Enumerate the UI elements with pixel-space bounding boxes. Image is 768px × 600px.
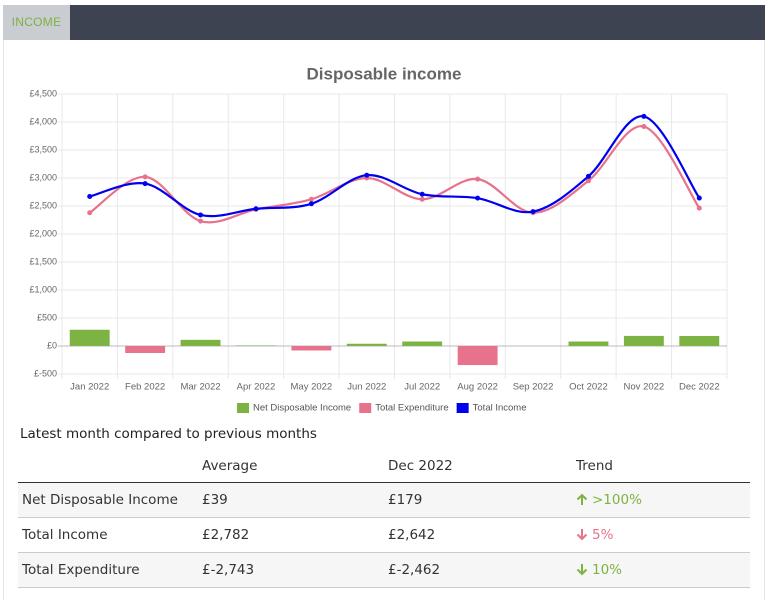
cell: Total Income — [18, 517, 198, 553]
x-tick-label: Jul 2022 — [404, 382, 440, 393]
point — [419, 196, 425, 202]
point — [530, 209, 536, 215]
row: Total Expenditure £-2,743 £-2,462 10% — [18, 552, 750, 588]
cell: £2,642 — [384, 517, 572, 553]
trend: >100% — [592, 492, 642, 508]
bar — [568, 341, 609, 346]
point — [696, 205, 702, 211]
legend: Net Disposable Income Total Expenditure To… — [237, 403, 527, 414]
card — [3, 40, 765, 600]
x-tick-label: Sep 2022 — [513, 382, 554, 393]
down-arrow — [576, 564, 588, 576]
top-bar: INCOME — [3, 5, 765, 40]
header-row: Average Dec 2022 Trend — [18, 449, 750, 483]
legend-swatch — [456, 403, 469, 413]
x-tick-label: Oct 2022 — [569, 382, 608, 393]
bar — [69, 329, 110, 346]
point — [364, 172, 370, 178]
bar — [679, 335, 720, 346]
y-tick-label: £2,500 — [29, 200, 57, 210]
bar — [623, 335, 664, 346]
bar — [457, 346, 498, 366]
point — [308, 196, 314, 202]
row: Net Disposable Income £39 £179 >100% — [18, 482, 750, 518]
income-tab[interactable]: INCOME — [3, 5, 70, 40]
header-cell: Average — [198, 449, 384, 483]
y-tick-label: £4,500 — [29, 88, 57, 98]
x-tick-label: Apr 2022 — [237, 382, 276, 393]
cell: £179 — [384, 482, 572, 518]
cell: £39 — [198, 482, 384, 518]
point — [475, 176, 481, 182]
point — [475, 195, 481, 201]
x-tick-label: Mar 2022 — [180, 382, 220, 393]
x-tick-label: Aug 2022 — [457, 382, 498, 393]
legend-swatch — [359, 403, 372, 413]
y-tick-label: £2,000 — [29, 228, 57, 238]
cell: £2,782 — [198, 517, 384, 553]
point — [641, 113, 647, 119]
header-cell: Trend — [572, 449, 750, 483]
point — [87, 210, 93, 216]
bar — [236, 345, 276, 346]
legend-label: Total Income — [473, 403, 527, 414]
point — [253, 206, 259, 212]
x-tick-label: Feb 2022 — [125, 382, 165, 393]
x-tick-label: Dec 2022 — [679, 382, 720, 393]
point — [198, 212, 204, 218]
point — [585, 178, 591, 184]
grid — [58, 93, 728, 379]
bar — [291, 346, 332, 351]
trend-cell: 5% — [572, 517, 750, 553]
down-arrow — [576, 529, 588, 541]
cell: Net Disposable Income — [18, 482, 198, 518]
trend: 5% — [592, 527, 614, 543]
table-caption: Latest month compared to previous months — [20, 426, 317, 442]
y-tick-label: £3,500 — [29, 144, 57, 154]
bar — [125, 346, 166, 353]
point — [419, 191, 425, 197]
bar — [346, 343, 387, 346]
point — [641, 123, 647, 129]
chart: Disposable income £-500 £0 £500 £1,000 £1,50… — [29, 64, 728, 414]
x-tick-label: May 2022 — [291, 382, 333, 393]
trend-cell: 10% — [572, 552, 750, 588]
trend: 10% — [592, 562, 623, 578]
row: Total Income £2,782 £2,642 5% — [18, 517, 750, 553]
y-tick-label: £4,000 — [29, 116, 57, 126]
up-arrow — [576, 493, 588, 505]
bar — [402, 341, 443, 346]
point — [198, 218, 204, 224]
legend-swatch — [237, 403, 249, 413]
header-cell — [18, 449, 198, 483]
cell: Total Expenditure — [18, 552, 198, 588]
cell: £-2,462 — [384, 552, 572, 588]
x-tick-label: Jan 2022 — [70, 382, 109, 393]
header-cell: Dec 2022 — [384, 449, 572, 483]
point — [696, 195, 702, 201]
y-tick-label: £-500 — [34, 368, 57, 378]
y-tick-label: £0 — [47, 340, 57, 350]
y-tick-label: £500 — [37, 312, 57, 322]
line — [89, 125, 701, 224]
legend-label: Net Disposable Income — [253, 403, 351, 414]
comparison-table: Average Dec 2022 Trend Net Disposable In… — [18, 449, 750, 588]
point — [308, 201, 314, 207]
cell: £-2,743 — [198, 552, 384, 588]
trend-cell: >100% — [572, 482, 750, 518]
point — [142, 174, 148, 180]
point — [585, 173, 591, 179]
y-tick-label: £3,000 — [29, 172, 57, 182]
point — [87, 193, 93, 199]
chart-title: Disposable income — [307, 64, 462, 83]
y-tick-label: £1,000 — [29, 284, 57, 294]
point — [142, 181, 148, 187]
bar — [180, 339, 221, 346]
x-tick-label: Jun 2022 — [347, 382, 386, 393]
x-tick-label: Nov 2022 — [624, 382, 665, 393]
legend-label: Total Expenditure — [375, 403, 448, 414]
y-tick-label: £1,500 — [29, 256, 57, 266]
